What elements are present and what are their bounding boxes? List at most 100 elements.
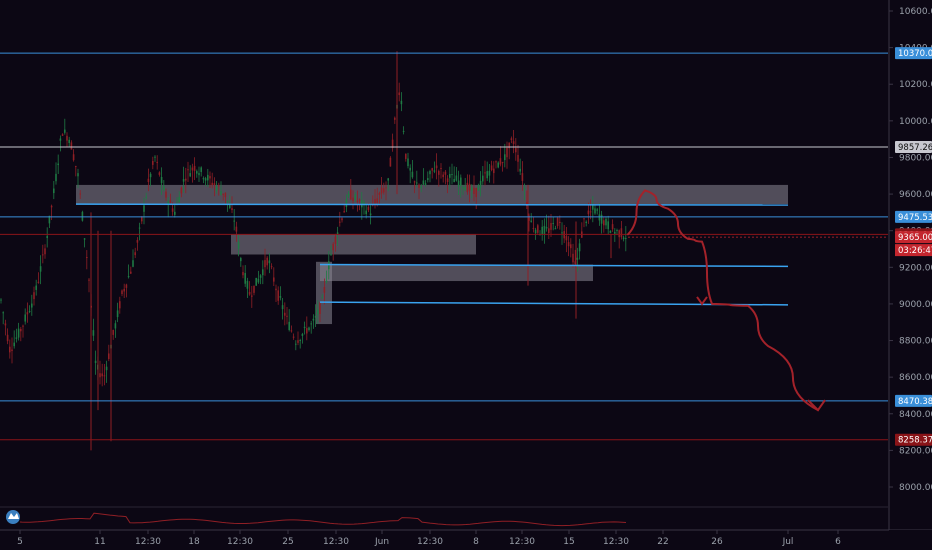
candle-body-113 (248, 291, 251, 295)
candle-body-106 (233, 220, 235, 222)
candle-body-251 (552, 223, 554, 225)
candle-body-40 (88, 279, 90, 281)
candle-body-231 (508, 142, 510, 149)
candle-body-219 (482, 175, 484, 182)
candle-body-139 (306, 328, 308, 334)
candle-body-58 (127, 276, 130, 278)
candle-body-105 (231, 208, 233, 211)
candle-body-151 (332, 243, 334, 251)
y-tick-label-1: 8200.00 (899, 446, 932, 456)
candle-body-37 (81, 211, 84, 221)
candle-body-99 (218, 185, 220, 187)
candle-body-185 (407, 158, 409, 167)
candle-body-96 (211, 182, 213, 186)
x-tick-label-1: 11 (94, 537, 105, 547)
candle-body-246 (541, 226, 543, 235)
candle-body-168 (369, 213, 372, 216)
candle-body-281 (618, 230, 620, 238)
candle-body-79 (174, 211, 176, 215)
zone-rect-2[interactable] (320, 264, 593, 282)
candle-body-215 (473, 187, 475, 194)
logo-icon (6, 510, 20, 524)
candle-body-24 (53, 188, 55, 194)
candle-body-167 (367, 206, 370, 211)
candle-body-159 (350, 189, 352, 200)
zone-rect-1[interactable] (231, 234, 476, 255)
candle-body-91 (200, 167, 202, 172)
candle-body-19 (42, 254, 44, 256)
candle-body-227 (499, 158, 502, 165)
candle-body-43 (94, 360, 97, 363)
y-tick-label-9: 9800.00 (899, 153, 932, 163)
candle-body-141 (310, 323, 312, 325)
candle-body-29 (64, 129, 66, 133)
candle-body-243 (534, 229, 537, 234)
candle-body-140 (308, 327, 310, 331)
candle-body-237 (521, 173, 524, 181)
candle-body-186 (409, 167, 411, 171)
candle-body-135 (297, 340, 299, 343)
y-tick-label-6: 9200.00 (899, 263, 932, 273)
candle-body-23 (50, 205, 53, 208)
trend-line-1[interactable] (319, 263, 789, 268)
candle-body-212 (466, 182, 469, 193)
candle-body-217 (477, 185, 480, 191)
candle-body-55 (121, 290, 123, 295)
volume-line (19, 512, 627, 527)
candle-body-77 (169, 200, 172, 203)
candle-body-7 (15, 337, 18, 339)
candle-body-199 (438, 170, 440, 175)
y-tick-label-10: 10000.00 (899, 117, 932, 127)
candle-body-235 (517, 154, 519, 162)
x-tick-label-5: 25 (282, 537, 293, 547)
candle-body-274 (603, 220, 605, 226)
x-tick-label-16: 6 (835, 537, 841, 547)
projection-path[interactable] (627, 189, 819, 412)
candle-body-38 (83, 238, 86, 240)
candle-body-90 (198, 172, 200, 176)
time-axis[interactable] (0, 530, 932, 550)
candle-body-11 (24, 314, 26, 322)
candle-body-72 (158, 172, 161, 175)
level-badge-2: 9475.53 (898, 213, 932, 223)
candle-body-175 (385, 187, 387, 189)
candle-body-253 (556, 217, 559, 226)
zone-rect-0[interactable] (76, 184, 788, 205)
candle-body-107 (235, 226, 238, 232)
x-tick-label-3: 18 (188, 537, 200, 547)
candle-body-46 (101, 373, 103, 377)
candle-body-194 (427, 178, 429, 181)
candle-body-271 (596, 209, 598, 211)
candle-body-255 (561, 232, 563, 234)
candle-body-131 (288, 321, 290, 330)
candle-body-257 (565, 236, 568, 241)
candle-body-190 (418, 184, 420, 188)
candle-body-272 (598, 214, 601, 221)
candle-body-261 (574, 261, 576, 265)
candle-body-57 (125, 284, 128, 288)
x-tick-label-11: 15 (563, 537, 574, 547)
candle-body-33 (72, 154, 75, 161)
candle-body-49 (108, 353, 110, 359)
candle-body-152 (334, 236, 337, 244)
candle-body-86 (189, 173, 191, 177)
candle-body-270 (594, 208, 596, 214)
x-tick-label-6: 12:30 (323, 537, 349, 547)
candle-body-2 (4, 323, 7, 326)
candle-body-133 (292, 336, 295, 338)
trend-line-2[interactable] (319, 301, 789, 306)
candle-body-10 (22, 325, 24, 327)
zones-group (76, 184, 788, 325)
x-tick-label-8: 12:30 (417, 537, 443, 547)
candle-body-100 (220, 190, 222, 195)
candle-body-278 (611, 224, 614, 230)
candle-body-111 (244, 273, 246, 284)
trend-line-0[interactable] (75, 203, 789, 206)
candle-body-87 (191, 167, 194, 171)
candle-body-93 (204, 178, 207, 181)
x-tick-label-13: 22 (657, 537, 668, 547)
candle-body-60 (132, 260, 134, 267)
candle-body-182 (400, 100, 403, 105)
